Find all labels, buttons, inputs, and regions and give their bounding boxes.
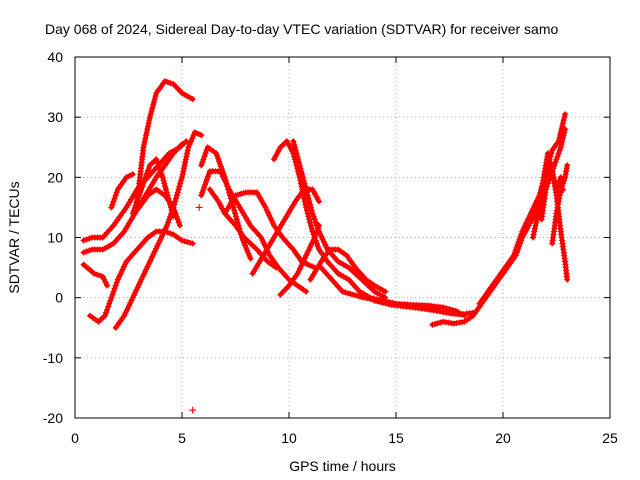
grid-lines (75, 57, 610, 418)
y-tick-label: 10 (47, 230, 63, 246)
y-axis-title: SDTVAR / TECUs (6, 181, 22, 293)
plus-markers (549, 168, 571, 283)
series-track-13 (221, 189, 318, 271)
series-track-9 (136, 186, 183, 229)
y-tick-label: -10 (43, 350, 63, 366)
plus-marker (195, 203, 203, 211)
series-track-11 (198, 168, 310, 295)
plus-marker (189, 406, 197, 414)
plus-markers (356, 288, 476, 318)
y-tick-label: 20 (47, 169, 63, 185)
series-track-18 (307, 246, 389, 295)
series-track-6 (108, 171, 136, 211)
x-tick-label: 25 (602, 430, 618, 446)
plus-markers (290, 138, 389, 301)
series-outlier-1 (195, 203, 203, 211)
y-tick-label: 0 (55, 290, 63, 306)
x-tick-label: 10 (281, 430, 297, 446)
plus-markers (112, 129, 205, 331)
series-track-10 (198, 144, 254, 262)
plus-markers (476, 111, 569, 307)
plus-markers (198, 144, 254, 262)
plus-markers (206, 186, 280, 271)
series-track-22 (476, 111, 569, 307)
x-tick-label: 5 (178, 430, 186, 446)
series-track-26 (549, 168, 571, 283)
series-track-12 (206, 186, 280, 271)
x-tick-label: 0 (71, 430, 79, 446)
y-tick-label: 30 (47, 109, 63, 125)
plus-markers (136, 186, 183, 229)
data-series (80, 78, 571, 414)
axes: 0 5 10 15 20 25 -20 -10 0 10 20 30 40 (43, 49, 618, 446)
plus-markers (80, 261, 111, 289)
series-outlier-2 (189, 406, 197, 414)
y-tick-label: 40 (47, 49, 63, 65)
series-band (477, 111, 568, 306)
series-track-7 (134, 78, 196, 205)
y-tick-label: -20 (43, 410, 63, 426)
x-tick-label: 20 (495, 430, 511, 446)
plus-markers (198, 168, 310, 295)
series-track-5 (112, 129, 205, 331)
plus-markers (307, 246, 389, 295)
x-axis-title: GPS time / hours (289, 458, 396, 474)
plus-markers (108, 171, 136, 211)
series-track-20 (356, 288, 476, 318)
x-tick-label: 15 (388, 430, 404, 446)
series-track-3 (80, 261, 111, 289)
chart-title: Day 068 of 2024, Sidereal Day-to-day VTE… (45, 21, 558, 37)
